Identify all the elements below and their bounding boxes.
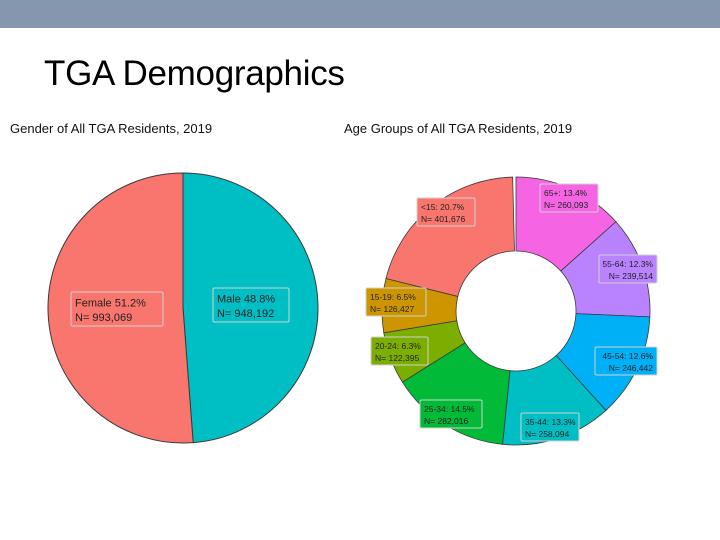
age-20-24-count-label: N= 122,395 [375,353,419,363]
age-55-64-count-label: N= 239,514 [609,271,653,281]
age-15-percent-label: <15: 20.7% [421,202,465,212]
gender-female-count-label: N= 993,069 [75,312,132,324]
age-55-64-percent-label: 55-64: 12.3% [602,259,653,269]
age-25-34-count-label: N= 282,016 [424,416,468,426]
age-35-44-percent-label: 35-44: 13.3% [525,417,576,427]
age-65-label: 65+: 13.4% N= 260,093 [539,183,599,213]
age-slice-15 [385,176,515,297]
age-15-19-count-label: N= 126,427 [370,304,414,314]
age-25-34-label: 25-34: 14.5% N= 282,016 [419,399,483,429]
slide-title: TGA Demographics [44,54,345,93]
age-45-54-count-label: N= 246,442 [609,363,653,373]
gender-male-count-label: N= 948,192 [217,308,274,320]
top-bar [0,0,720,28]
age-chart-title: Age Groups of All TGA Residents, 2019 [344,121,573,136]
age-20-24-label: 20-24: 6.3% N= 122,395 [370,336,429,366]
age-65-count-label: N= 260,093 [544,200,588,210]
age-15-19-percent-label: 15-19: 6.5% [370,292,416,302]
age-20-24-percent-label: 20-24: 6.3% [375,341,421,351]
gender-male-percent-label: Male 48.8% [217,293,275,305]
age-15-19-label: 15-19: 6.5% N= 126,427 [365,287,427,317]
age-35-44-count-label: N= 258,094 [525,429,569,439]
gender-chart-title: Gender of All TGA Residents, 2019 [10,121,213,136]
gender-female-percent-label: Female 51.2% [75,297,146,309]
age-35-44-label: 35-44: 13.3% N= 258,094 [520,412,580,442]
age-45-54-label: 45-54: 12.6% N= 246,442 [594,346,658,376]
age-65-percent-label: 65+: 13.4% [544,188,588,198]
gender-female-label: Female 51.2% N= 993,069 [70,291,164,327]
age-55-64-label: 55-64: 12.3% N= 239,514 [598,254,658,284]
gender-male-label: Male 48.8% N= 948,192 [212,287,290,323]
age-15-label: <15: 20.7% N= 401,676 [416,197,476,227]
age-15-count-label: N= 401,676 [421,214,465,224]
age-45-54-percent-label: 45-54: 12.6% [602,351,653,361]
age-25-34-percent-label: 25-34: 14.5% [424,404,475,414]
